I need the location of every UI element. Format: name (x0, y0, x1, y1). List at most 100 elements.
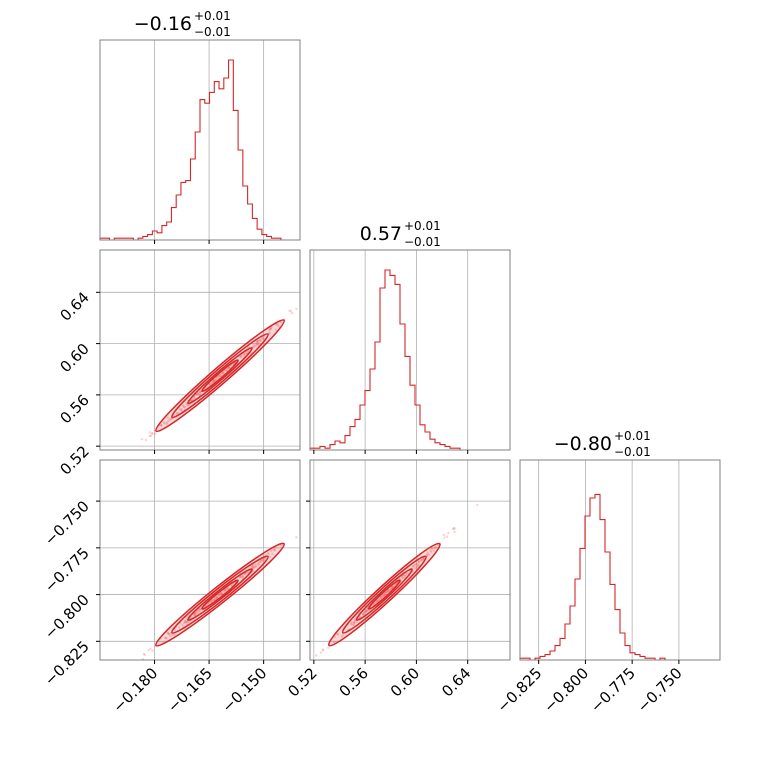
sample-point (228, 366, 231, 369)
sample-point (434, 546, 437, 550)
sample-point (270, 326, 273, 329)
y-tick-label: −0.825 (41, 637, 93, 689)
sample-point (244, 352, 248, 355)
sample-point (378, 597, 381, 600)
scatter-content (314, 503, 479, 657)
sample-point (198, 390, 201, 393)
sample-point (256, 339, 260, 342)
density-contour (355, 568, 413, 621)
sample-point (381, 595, 384, 599)
sample-point (193, 396, 196, 400)
sample-point (381, 594, 384, 597)
density-contour (367, 579, 401, 610)
histogram-2 (309, 269, 510, 451)
sample-point (353, 620, 356, 623)
sample-point (162, 421, 165, 424)
sample-point (255, 343, 258, 347)
sample-point (178, 408, 181, 411)
sample-point (242, 352, 246, 356)
sample-point (353, 621, 356, 624)
sample-point (447, 531, 450, 535)
sample-point (261, 337, 264, 341)
sample-point (140, 438, 144, 441)
sample-point (349, 623, 353, 626)
sample-point (443, 536, 446, 539)
sample-point (417, 560, 420, 563)
sample-point (269, 326, 273, 329)
sample-point (166, 631, 170, 635)
sample-point (336, 633, 340, 636)
sample-point (418, 560, 421, 564)
sample-point (414, 566, 418, 570)
density-contour (155, 542, 285, 647)
sample-point (212, 598, 215, 601)
sample-point (350, 621, 354, 624)
x-tick-label: 0.56 (336, 664, 372, 700)
sample-point (252, 563, 255, 567)
sample-point (364, 609, 368, 613)
sample-point (213, 596, 217, 600)
panel-frame (99, 459, 301, 661)
sample-point (167, 632, 171, 636)
sample-point (252, 346, 256, 349)
sample-point (419, 559, 423, 562)
sample-point (239, 575, 242, 579)
sample-point (166, 631, 169, 634)
sample-point (252, 566, 256, 569)
x-tick-label: −0.775 (587, 664, 639, 716)
histogram-1 (99, 59, 300, 241)
sample-point (220, 591, 223, 595)
sample-point (401, 575, 404, 578)
sample-point (147, 649, 150, 652)
sample-point (352, 623, 355, 626)
sample-point (144, 438, 148, 442)
sample-point (430, 547, 434, 550)
sample-point (160, 424, 163, 427)
sample-point (215, 595, 218, 599)
sample-point (413, 567, 416, 570)
sample-point (183, 619, 187, 623)
sample-point (182, 405, 186, 409)
sample-point (260, 559, 263, 563)
histogram-3 (519, 493, 720, 661)
sample-point (391, 586, 394, 589)
sample-point (120, 457, 122, 459)
sample-point (430, 547, 433, 550)
sample-point (198, 392, 202, 395)
sample-point (362, 612, 365, 616)
sample-point (401, 576, 404, 580)
sample-point (238, 575, 242, 579)
sample-point (168, 634, 172, 638)
sample-point (199, 390, 202, 394)
sample-point (289, 310, 293, 313)
sample-point (362, 611, 365, 615)
sample-point (149, 434, 152, 437)
sample-point (257, 562, 260, 566)
sample-point (383, 593, 386, 596)
sample-point (180, 409, 184, 412)
sample-point (268, 327, 271, 331)
sample-point (194, 611, 198, 615)
sample-point (167, 632, 170, 636)
param-title-plus-1: +0.01 (194, 9, 231, 23)
sample-point (223, 369, 227, 372)
sample-point (195, 393, 199, 396)
sample-point (361, 613, 365, 617)
sample-point (364, 609, 367, 612)
sample-point (272, 548, 275, 552)
sample-point (253, 566, 256, 569)
sample-point (217, 594, 221, 597)
sample-point (404, 573, 408, 576)
sample-point (382, 593, 386, 596)
sample-point (224, 588, 227, 592)
sample-point (175, 412, 179, 415)
scatter-content (141, 536, 298, 660)
sample-point (379, 595, 382, 599)
y-tick-label: −0.750 (41, 497, 93, 549)
sample-point (403, 573, 406, 577)
sample-point (198, 608, 202, 612)
sample-point (227, 366, 230, 369)
sample-point (290, 311, 294, 315)
x-tick-label: 0.64 (438, 664, 474, 700)
